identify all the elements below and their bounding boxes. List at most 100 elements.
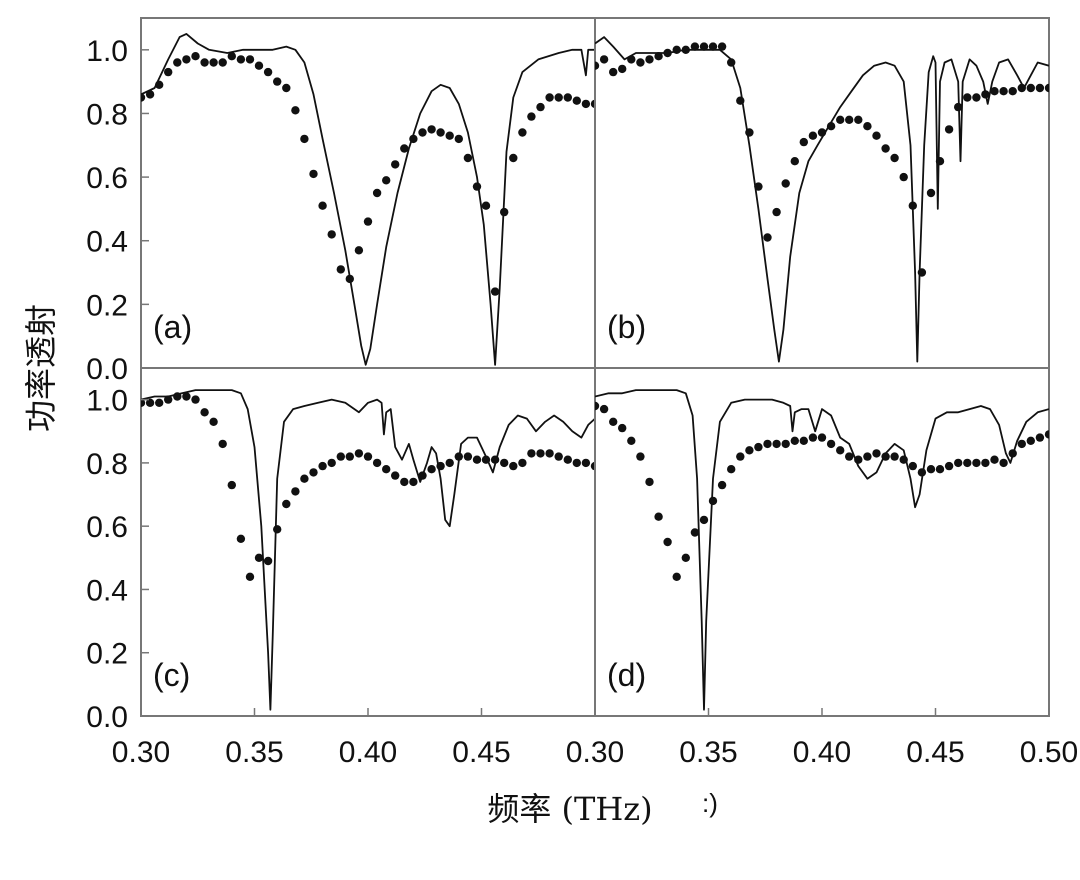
panel-a-point bbox=[263, 67, 273, 77]
panel-d-point bbox=[599, 404, 609, 414]
panel-b-theory-line bbox=[595, 36, 1049, 363]
panel-a-point bbox=[572, 96, 581, 105]
panel-c-point bbox=[572, 458, 581, 468]
panel-d-point bbox=[699, 515, 709, 525]
panel-c-frame bbox=[140, 367, 596, 717]
panel-a-point bbox=[391, 160, 400, 169]
panel-d-point bbox=[681, 553, 690, 562]
panel-a: (a) bbox=[140, 17, 596, 369]
panel-c-point bbox=[472, 455, 482, 464]
panel-a-point bbox=[509, 153, 518, 163]
panel-a-point bbox=[254, 61, 264, 70]
panel-a-point bbox=[518, 128, 527, 137]
panel-c-point bbox=[182, 392, 191, 401]
panel-d-point bbox=[808, 433, 818, 442]
panel-b-point bbox=[708, 42, 718, 51]
panel-b-point bbox=[772, 207, 781, 217]
panel-b-point bbox=[609, 67, 618, 77]
panel-b-point bbox=[854, 115, 863, 125]
panel-d-point bbox=[963, 458, 972, 468]
panel-a-point bbox=[164, 67, 173, 77]
panel-d-point bbox=[972, 458, 981, 468]
panel-c-point bbox=[218, 439, 227, 449]
panel-b-point bbox=[690, 42, 700, 51]
panel-b-point bbox=[817, 128, 827, 137]
panel-c-point bbox=[590, 461, 595, 471]
y-tick-label-bottom: 0.0 bbox=[86, 701, 128, 734]
panel-b-point bbox=[944, 125, 954, 134]
panel-a-point bbox=[436, 128, 445, 137]
x-tick-label: 0.50 bbox=[1020, 736, 1078, 769]
panel-d-point bbox=[799, 436, 808, 445]
panel-c-point bbox=[273, 525, 282, 534]
panel-b-label: (b) bbox=[607, 309, 646, 345]
panel-c-point bbox=[527, 449, 536, 458]
y-tick-label-bottom: 0.2 bbox=[86, 638, 128, 671]
panel-d-point bbox=[1035, 433, 1045, 442]
panel-d-point bbox=[854, 455, 863, 464]
panel-b-point bbox=[636, 58, 645, 67]
y-tick-label-bottom: 0.8 bbox=[86, 448, 128, 481]
panel-b-point bbox=[954, 102, 963, 112]
panel-c-point bbox=[418, 471, 427, 480]
panel-c-point bbox=[563, 455, 572, 464]
panel-c-point bbox=[363, 452, 373, 461]
panel-d-point bbox=[1026, 436, 1036, 445]
x-tick-label: 0.30 bbox=[112, 736, 170, 769]
panel-c-point bbox=[481, 455, 491, 464]
x-tick-label: 0.45 bbox=[906, 736, 964, 769]
x-tick-label: 0.35 bbox=[225, 736, 283, 769]
panel-d-point bbox=[817, 433, 827, 442]
panel-d-point bbox=[1008, 449, 1017, 458]
panel-c-point bbox=[436, 461, 445, 471]
panel-c-point bbox=[141, 398, 146, 407]
panel-b-frame bbox=[594, 17, 1050, 369]
panel-b-point bbox=[872, 131, 881, 140]
panel-b-point bbox=[595, 61, 600, 70]
panel-b-point bbox=[1008, 87, 1017, 96]
panel-b-point bbox=[699, 42, 709, 51]
stray-text: :) bbox=[702, 788, 718, 818]
panel-a-point bbox=[418, 128, 427, 137]
panel-a-point bbox=[309, 169, 318, 179]
panel-b-point bbox=[917, 268, 927, 277]
panel-a-point bbox=[527, 112, 536, 121]
panel-d-point bbox=[1044, 430, 1049, 439]
panel-d-point bbox=[781, 439, 790, 449]
panel-a-point bbox=[463, 153, 473, 163]
panel-b-point bbox=[663, 48, 672, 58]
panel-c-point bbox=[509, 461, 518, 471]
panel-c-point bbox=[155, 398, 164, 407]
panel-b-point bbox=[881, 144, 890, 153]
x-tick-label: 0.30 bbox=[566, 736, 624, 769]
panel-b-point bbox=[654, 52, 663, 61]
panel-d-theory-line bbox=[595, 389, 1049, 711]
panel-b-point bbox=[681, 45, 690, 54]
panel-b-point bbox=[717, 42, 727, 51]
panel-b-point bbox=[972, 93, 981, 102]
panel-b-point bbox=[1035, 83, 1045, 93]
panel-c-point bbox=[209, 417, 218, 426]
panel-a-point bbox=[382, 176, 391, 185]
panel-d-point bbox=[654, 512, 663, 521]
panel-a-point bbox=[472, 182, 482, 191]
panel-c-point bbox=[427, 465, 436, 474]
panel-b-point bbox=[981, 90, 990, 99]
panel-d-point bbox=[772, 439, 781, 449]
ticks-layer: 0.00.20.40.60.81.00.00.20.40.60.81.00.30… bbox=[86, 35, 1078, 769]
panel-a-point bbox=[218, 58, 227, 67]
panel-d-point bbox=[926, 465, 936, 474]
panel-a-point bbox=[282, 83, 291, 93]
panel-b-point bbox=[754, 182, 763, 191]
panel-d-point bbox=[917, 468, 927, 477]
panel-c-label: (c) bbox=[153, 657, 190, 693]
panel-a-point bbox=[563, 93, 572, 102]
panel-c-point bbox=[291, 487, 300, 496]
x-tick-label: 0.40 bbox=[793, 736, 851, 769]
panel-a-point bbox=[400, 144, 409, 153]
panel-b-point bbox=[999, 87, 1008, 96]
panel-b-point bbox=[808, 131, 818, 140]
panel-a-frame bbox=[140, 17, 596, 369]
panel-b-points bbox=[595, 42, 1049, 277]
